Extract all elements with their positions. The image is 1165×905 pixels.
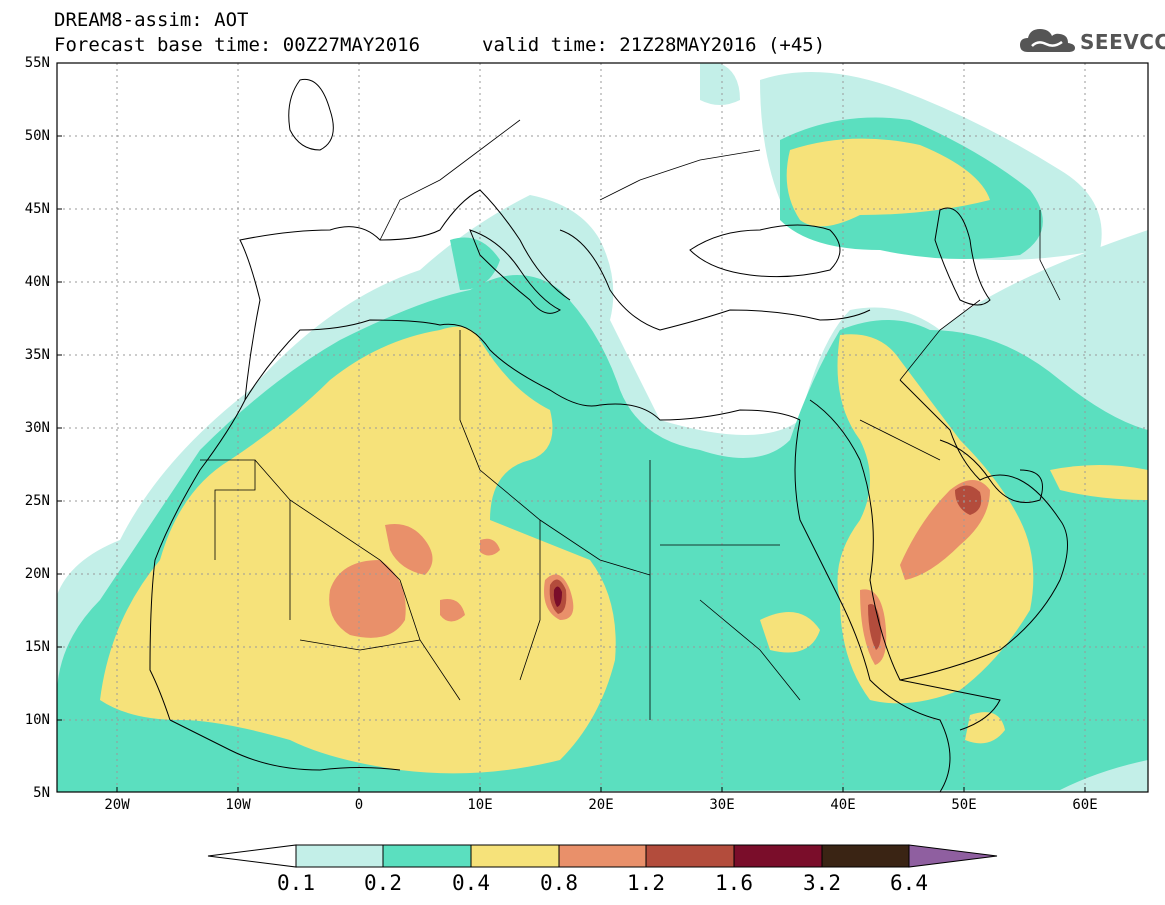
aot-band-1.6-3.2 — [553, 586, 562, 607]
colorbar-label-1.6: 1.6 — [715, 871, 753, 895]
lon-label-60e: 60E — [1072, 797, 1098, 813]
colorbar-label-0.4: 0.4 — [452, 871, 490, 895]
coastlines — [149, 78, 1068, 792]
lat-label-10n: 10N — [24, 712, 50, 728]
lat-label-5n: 5N — [33, 785, 50, 801]
colorbar-label-1.2: 1.2 — [627, 871, 665, 895]
lat-label-20n: 20N — [24, 566, 50, 582]
valid-time: valid time: 21Z28MAY2016 (+45) — [482, 34, 826, 56]
forecast-base-time: Forecast base time: 00Z27MAY2016 — [54, 34, 421, 56]
seevccc-logo: SEEVCCC — [1018, 24, 1165, 58]
lat-label-40n: 40N — [24, 274, 50, 290]
lat-label-15n: 15N — [24, 639, 50, 655]
lat-label-35n: 35N — [24, 347, 50, 363]
lat-label-45n: 45N — [24, 201, 50, 217]
aot-band-0.4-0.8 — [100, 138, 1148, 774]
lat-label-25n: 25N — [24, 493, 50, 509]
lat-label-50n: 50N — [24, 128, 50, 144]
lat-label-55n: 55N — [24, 55, 50, 71]
colorbar-label-0.8: 0.8 — [540, 871, 578, 895]
graticule — [57, 63, 1148, 792]
colorbar-label-3.2: 3.2 — [803, 871, 841, 895]
colorbar-label-0.1: 0.1 — [277, 871, 315, 895]
aot-band-0.8-1.2 — [329, 480, 990, 665]
aot-field — [57, 63, 1148, 792]
cloud-icon — [1020, 29, 1075, 52]
axis-ticks — [57, 62, 1086, 792]
lon-label-10w: 10W — [225, 797, 251, 813]
colorbar-label-0.2: 0.2 — [364, 871, 402, 895]
country-borders — [200, 119, 1061, 720]
lat-label-30n: 30N — [24, 420, 50, 436]
lon-label-10e: 10E — [467, 797, 493, 813]
lon-label-40e: 40E — [830, 797, 856, 813]
lon-label-20e: 20E — [588, 797, 614, 813]
lon-label-30e: 30E — [709, 797, 735, 813]
lon-label-50e: 50E — [951, 797, 977, 813]
colorbar-label-6.4: 6.4 — [890, 871, 928, 895]
lon-label-0: 0 — [354, 797, 364, 813]
logo-text: SEEVCCC — [1080, 30, 1165, 54]
lon-label-20w: 20W — [104, 797, 130, 813]
map-title: DREAM8-assim: AOT — [54, 9, 249, 31]
